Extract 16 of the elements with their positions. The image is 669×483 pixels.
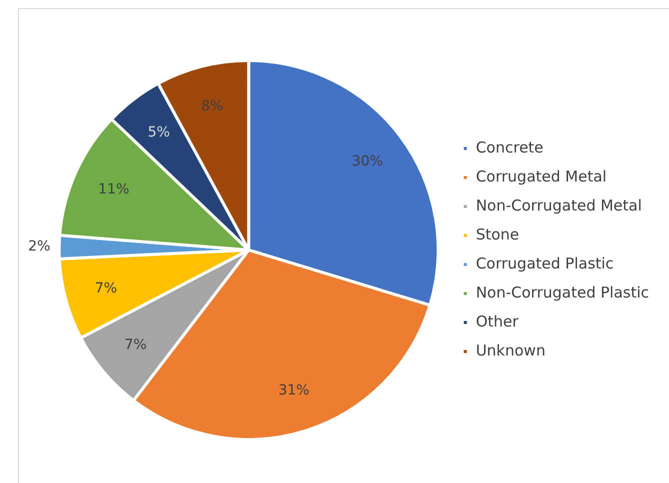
legend-label: Corrugated Plastic: [476, 254, 614, 272]
data-label: 31%: [278, 382, 310, 398]
legend-label: Corrugated Metal: [476, 167, 607, 186]
data-label: 5%: [148, 124, 170, 140]
legend-label: Non-Corrugated Metal: [476, 196, 642, 214]
data-label: 8%: [201, 98, 224, 114]
data-label: 11%: [98, 181, 130, 198]
data-label: 7%: [124, 336, 147, 353]
legend-label: Non-Corrugated Plastic: [476, 283, 650, 302]
data-label: 30%: [352, 154, 383, 170]
legend-label: Stone: [476, 225, 520, 244]
data-label: 2%: [28, 238, 50, 254]
legend-label: Concrete: [476, 138, 544, 156]
data-label: 7%: [94, 280, 118, 296]
legend-label: Other: [476, 312, 520, 330]
legend-label: Unknown: [476, 341, 546, 360]
